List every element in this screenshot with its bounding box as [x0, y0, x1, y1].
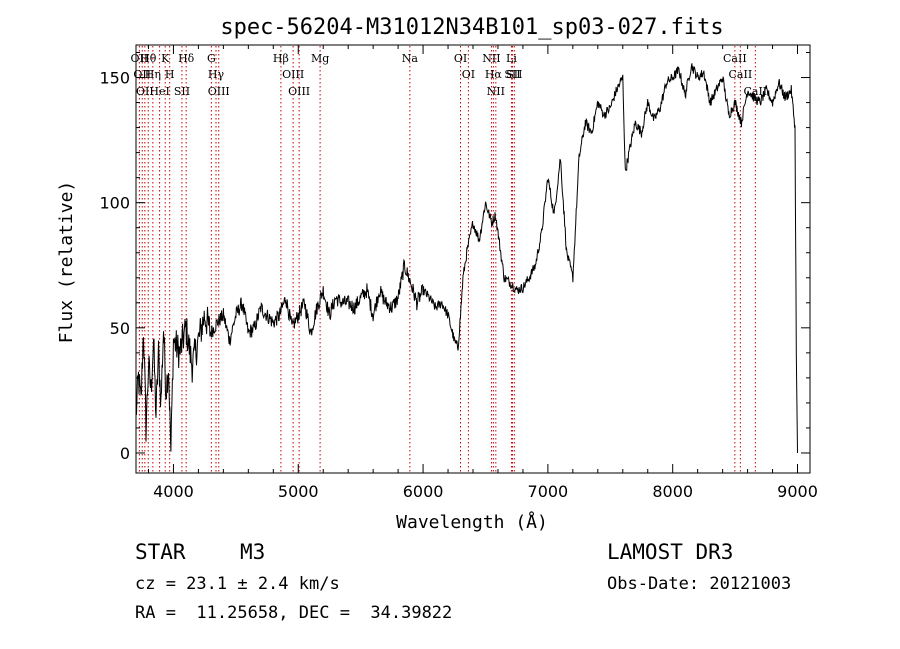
line-label-24: SII — [504, 68, 520, 81]
line-label-27: CaII — [729, 68, 753, 81]
line-label-25: SII — [506, 68, 522, 81]
line-label-19: OI — [462, 68, 475, 81]
x-tick-label-1: 5000 — [278, 482, 319, 501]
line-label-5: HeI — [149, 85, 169, 98]
line-label-21: Hα — [485, 68, 503, 81]
line-label-0: OII — [131, 52, 149, 65]
line-label-9: SII — [174, 85, 190, 98]
survey-name: LAMOST DR3 — [607, 540, 734, 564]
line-labels-layer: OIIOIIOIIHθHηHeIKHHδSIIGHγOIIIHβOIIIOIII… — [131, 52, 768, 98]
plot-frame — [135, 44, 811, 474]
axis-ticks: 4000 5000 6000 7000 8000 9000 0 50 100 150 — [99, 45, 818, 501]
coordinates-text: RA = 11.25658, DEC = 34.39822 — [135, 603, 453, 623]
y-tick-label-2: 100 — [99, 194, 130, 213]
line-label-12: OIII — [208, 85, 230, 98]
emission-lines-layer — [138, 46, 756, 472]
line-label-3: Hθ — [140, 52, 157, 65]
line-label-18: OI — [454, 52, 467, 65]
line-label-13: Hβ — [273, 52, 289, 65]
x-tick-label-2: 6000 — [403, 482, 444, 501]
y-tick-label-1: 50 — [110, 319, 130, 338]
line-label-22: NII — [487, 85, 505, 98]
x-tick-label-4: 8000 — [652, 482, 693, 501]
x-axis-label: Wavelength (Å) — [396, 511, 548, 533]
line-label-2: OII — [136, 85, 154, 98]
line-label-7: H — [165, 68, 175, 81]
line-label-26: CaII — [723, 52, 747, 65]
line-label-10: G — [207, 52, 216, 65]
object-class: STAR — [135, 540, 186, 564]
object-subclass: M3 — [240, 540, 266, 564]
line-label-4: Hη — [145, 68, 161, 81]
line-label-8: Hδ — [178, 52, 195, 65]
x-tick-label-5: 9000 — [777, 482, 818, 501]
line-label-11: Hγ — [208, 68, 225, 81]
line-label-6: K — [161, 52, 170, 65]
line-label-16: Mg — [311, 52, 329, 65]
chart-title: spec-56204-M31012N34B101_sp03-027.fits — [220, 15, 723, 40]
line-label-17: Na — [402, 52, 419, 65]
flux-series-line — [135, 63, 798, 454]
y-tick-label-0: 0 — [120, 444, 130, 463]
x-tick-label-3: 7000 — [528, 482, 569, 501]
x-tick-label-0: 4000 — [153, 482, 194, 501]
line-label-15: OIII — [288, 85, 310, 98]
observation-date: Obs-Date: 20121003 — [607, 574, 792, 594]
line-label-14: OIII — [282, 68, 304, 81]
line-label-23: Li — [506, 52, 517, 65]
redshift-text: cz = 23.1 ± 2.4 km/s — [135, 574, 340, 594]
line-label-20: NII — [482, 52, 500, 65]
y-axis-label: Flux (relative) — [56, 181, 77, 344]
y-tick-label-3: 150 — [99, 69, 130, 88]
